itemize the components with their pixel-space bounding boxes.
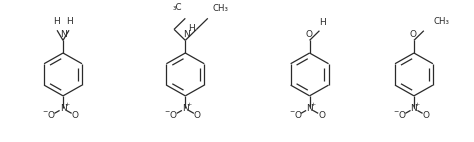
Text: H: H [53, 17, 59, 26]
Text: N: N [306, 104, 313, 113]
Text: O: O [294, 111, 301, 120]
Text: O: O [47, 111, 55, 120]
Text: +: + [310, 102, 316, 107]
Text: O: O [422, 111, 429, 120]
Text: O: O [72, 111, 79, 120]
Text: O: O [318, 111, 325, 120]
Text: CH₃: CH₃ [434, 17, 450, 26]
Text: N: N [60, 104, 66, 113]
Text: +: + [64, 102, 69, 107]
Text: N: N [60, 30, 66, 39]
Text: H: H [67, 17, 73, 26]
Text: −: − [164, 108, 170, 113]
Text: CH₃: CH₃ [213, 4, 229, 13]
Text: N: N [183, 30, 190, 39]
Text: O: O [305, 30, 312, 39]
Text: O: O [170, 111, 177, 120]
Text: N: N [182, 104, 189, 113]
Text: H: H [188, 24, 195, 33]
Text: O: O [410, 30, 417, 39]
Text: +: + [415, 102, 420, 107]
Text: ₃C: ₃C [173, 4, 182, 12]
Text: +: + [186, 102, 191, 107]
Text: −: − [42, 108, 48, 113]
Text: O: O [194, 111, 201, 120]
Text: O: O [399, 111, 405, 120]
Text: −: − [289, 108, 294, 113]
Text: N: N [410, 104, 417, 113]
Text: H: H [319, 18, 326, 27]
Text: −: − [393, 108, 399, 113]
